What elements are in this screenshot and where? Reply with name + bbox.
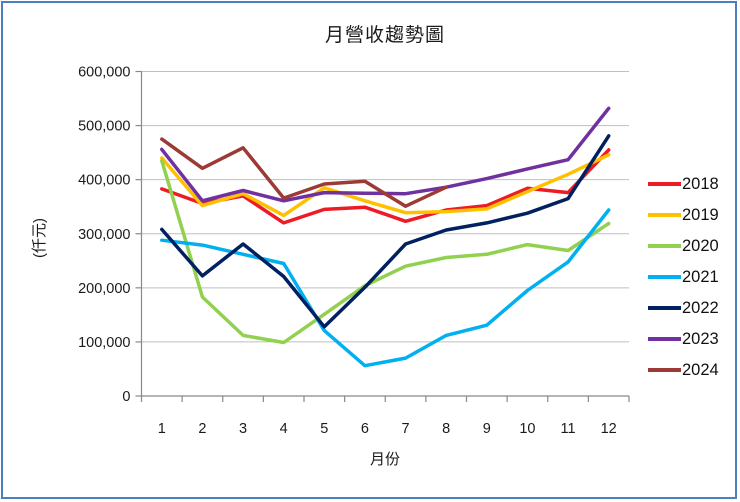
legend-item-2020: 2020 bbox=[648, 236, 719, 256]
y-tick-label: 600,000 bbox=[78, 65, 130, 81]
legend-label: 2019 bbox=[682, 205, 719, 224]
y-tick-label: 0 bbox=[122, 389, 130, 405]
legend-item-2023: 2023 bbox=[648, 329, 719, 349]
series-line-2020 bbox=[160, 158, 611, 345]
legend-item-2019: 2019 bbox=[648, 205, 719, 225]
chart-title: 月營收趨勢圖 bbox=[324, 25, 445, 46]
x-tick-label: 1 bbox=[158, 421, 166, 437]
y-tick-label: 500,000 bbox=[78, 119, 130, 135]
x-tick-label: 12 bbox=[601, 421, 617, 437]
legend-item-2022: 2022 bbox=[648, 298, 719, 318]
x-tick-label: 3 bbox=[239, 421, 247, 437]
series-line-2019 bbox=[160, 153, 611, 218]
legend-label: 2023 bbox=[682, 329, 719, 348]
y-tick-label: 300,000 bbox=[78, 227, 130, 243]
y-tick-label: 100,000 bbox=[78, 335, 130, 351]
legend-label: 2021 bbox=[682, 267, 719, 286]
legend-swatch-2024 bbox=[648, 368, 681, 372]
legend-swatch-2019 bbox=[648, 213, 681, 217]
x-tick-label: 6 bbox=[361, 421, 369, 437]
legend-item-2024: 2024 bbox=[648, 360, 719, 380]
x-axis-title: 月份 bbox=[369, 451, 400, 468]
x-tick-label: 7 bbox=[402, 421, 410, 437]
legend-label: 2022 bbox=[682, 298, 719, 317]
legend-swatch-2021 bbox=[648, 275, 681, 279]
legend-label: 2024 bbox=[682, 360, 719, 379]
legend-item-2021: 2021 bbox=[648, 267, 719, 287]
legend-swatch-2020 bbox=[648, 244, 681, 248]
y-tick-label: 200,000 bbox=[78, 281, 130, 297]
legend-swatch-2018 bbox=[648, 182, 681, 186]
x-tick-label: 2 bbox=[198, 421, 206, 437]
legend-label: 2018 bbox=[682, 174, 719, 193]
legend-swatch-2023 bbox=[648, 337, 681, 341]
x-tick-label: 8 bbox=[442, 421, 450, 437]
series-line-2024 bbox=[160, 137, 448, 208]
series-line-2021 bbox=[160, 208, 611, 368]
legend-label: 2020 bbox=[682, 236, 719, 255]
y-tick-label: 400,000 bbox=[78, 173, 130, 189]
x-tick-label: 4 bbox=[280, 421, 288, 437]
x-tick-label: 11 bbox=[561, 421, 576, 437]
y-axis-title: (仟元) bbox=[31, 218, 48, 258]
legend-swatch-2022 bbox=[648, 306, 681, 310]
x-tick-label: 9 bbox=[483, 421, 491, 437]
x-tick-label: 5 bbox=[320, 421, 328, 437]
series-line-2022 bbox=[160, 134, 611, 329]
x-tick-label: 10 bbox=[519, 421, 535, 437]
legend-item-2018: 2018 bbox=[648, 174, 719, 194]
